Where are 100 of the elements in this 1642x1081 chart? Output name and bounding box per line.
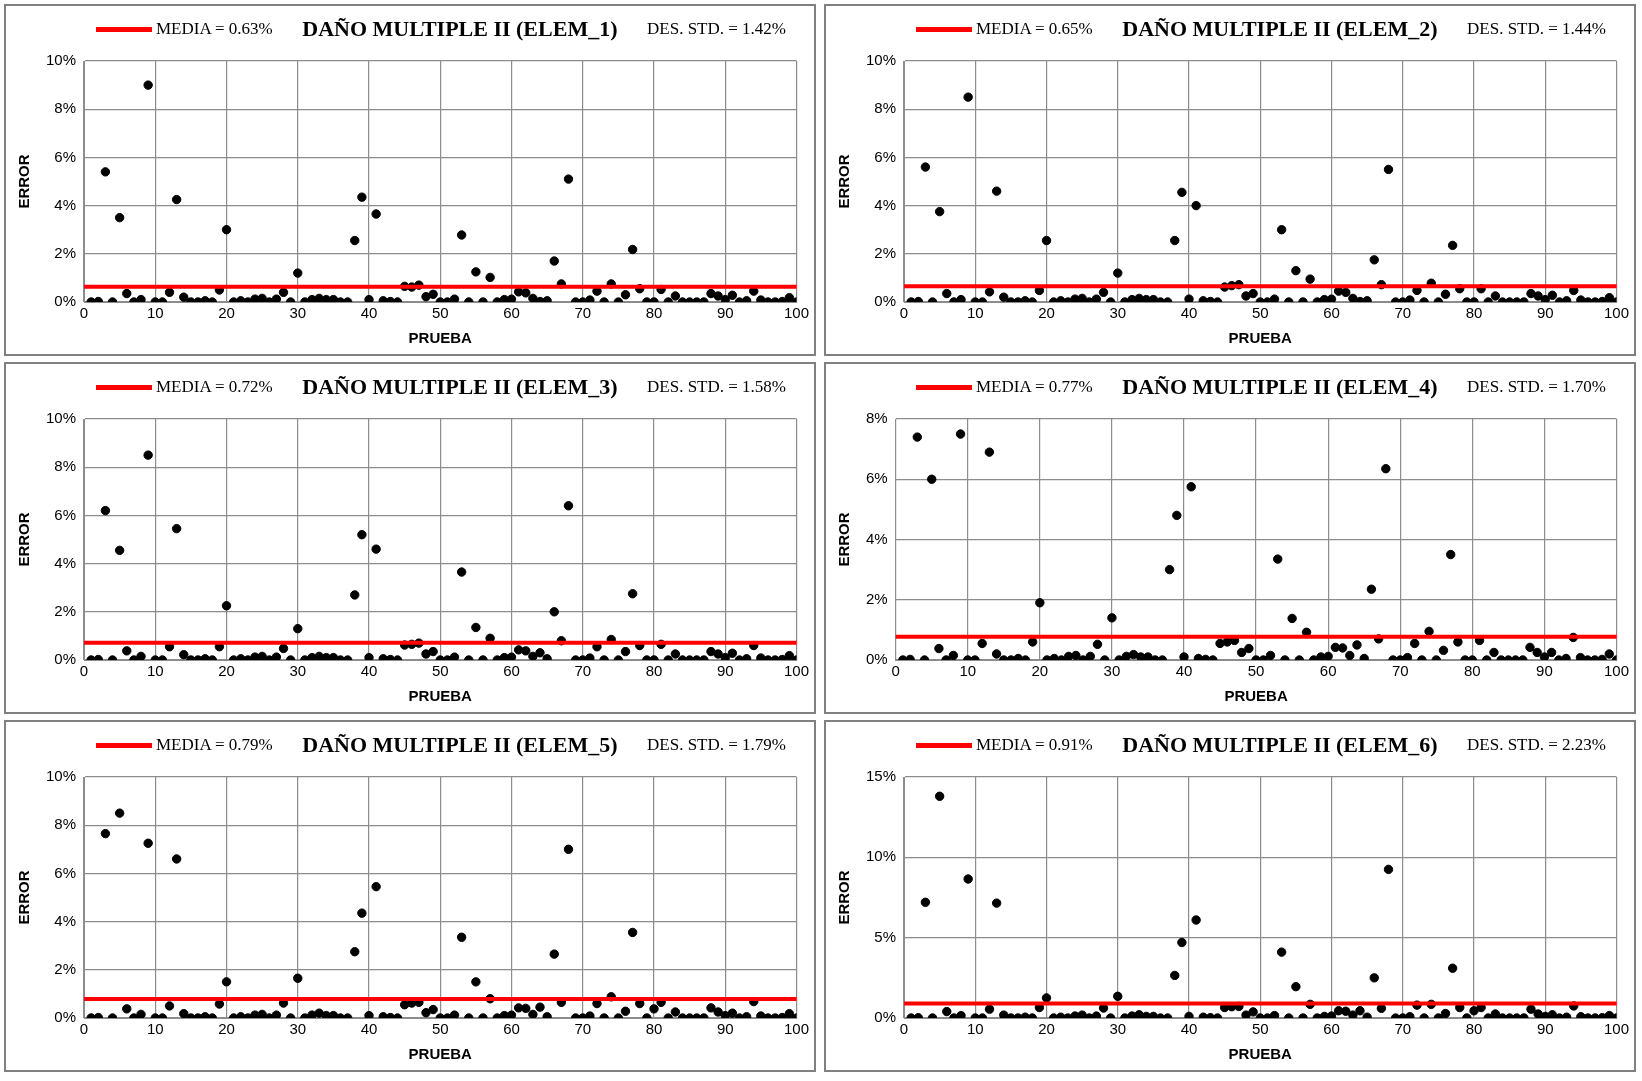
x-tick-label: 50 xyxy=(1251,304,1269,322)
x-tick-label: 60 xyxy=(1319,662,1337,680)
y-tick-label: 0% xyxy=(865,650,888,668)
x-tick-label: 70 xyxy=(1391,662,1409,680)
y-tick-label: 2% xyxy=(54,601,77,619)
x-axis-title: PRUEBA xyxy=(1228,329,1293,347)
x-tick-label: 50 xyxy=(431,304,449,322)
x-tick-label: 40 xyxy=(1180,304,1198,322)
x-tick-label: 60 xyxy=(503,304,520,322)
y-tick-label: 8% xyxy=(874,99,897,117)
x-tick-label: 90 xyxy=(716,662,734,680)
x-tick-label: 100 xyxy=(1603,1020,1629,1038)
chart-title: DAÑO MULTIPLE II (ELEM_5) xyxy=(302,732,618,758)
text: DES. STD. = 1.42% xyxy=(647,19,786,39)
y-axis-title: ERROR xyxy=(835,512,853,567)
y-tick-label: 8% xyxy=(54,815,77,833)
y-axis-title: ERROR xyxy=(15,870,33,925)
x-tick-label: 10 xyxy=(966,1020,984,1038)
legend-label: MEDIA = 0.77% xyxy=(976,377,1093,397)
chart-title: DAÑO MULTIPLE II (ELEM_2) xyxy=(1122,16,1438,42)
x-tick-label: 60 xyxy=(1323,304,1340,322)
legend-label: MEDIA = 0.91% xyxy=(976,735,1093,755)
y-tick-label: 0% xyxy=(54,292,77,310)
x-tick-label: 0 xyxy=(79,1020,89,1038)
x-tick-label: 30 xyxy=(1103,662,1121,680)
x-tick-label: 100 xyxy=(1603,304,1629,322)
x-axis-title: PRUEBA xyxy=(408,329,473,347)
x-tick-label: 0 xyxy=(891,662,900,680)
y-tick-label: 2% xyxy=(54,243,77,261)
x-tick-label: 0 xyxy=(79,662,89,680)
x-tick-label: 10 xyxy=(146,304,164,322)
x-tick-label: 70 xyxy=(574,662,592,680)
legend-label: MEDIA = 0.65% xyxy=(976,19,1093,39)
y-tick-label: 6% xyxy=(865,469,888,487)
x-tick-label: 90 xyxy=(1536,304,1554,322)
x-tick-label: 80 xyxy=(1465,304,1483,322)
x-tick-label: 40 xyxy=(1175,662,1193,680)
x-tick-label: 40 xyxy=(360,662,378,680)
x-tick-label: 40 xyxy=(1180,1020,1198,1038)
x-tick-label: 70 xyxy=(1394,304,1412,322)
x-axis-title: PRUEBA xyxy=(1228,1045,1293,1063)
y-tick-label: 6% xyxy=(54,863,77,881)
x-tick-label: 20 xyxy=(218,662,235,680)
legend-label: MEDIA = 0.72% xyxy=(156,377,273,397)
y-tick-label: 8% xyxy=(54,99,77,117)
x-tick-label: 80 xyxy=(645,304,663,322)
x-tick-label: 30 xyxy=(289,1020,307,1038)
x-tick-label: 10 xyxy=(146,1020,164,1038)
x-tick-label: 90 xyxy=(716,304,734,322)
x-tick-label: 100 xyxy=(783,662,809,680)
x-tick-label: 20 xyxy=(1038,304,1055,322)
y-tick-label: 15% xyxy=(865,767,897,785)
y-tick-label: 10% xyxy=(45,409,77,427)
y-tick-label: 10% xyxy=(865,847,897,865)
x-tick-label: 60 xyxy=(503,1020,520,1038)
text: DES. STD. = 1.58% xyxy=(647,377,786,397)
x-tick-label: 20 xyxy=(218,1020,235,1038)
x-tick-label: 40 xyxy=(360,304,378,322)
text: DES. STD. = 2.23% xyxy=(1467,735,1606,755)
y-tick-label: 6% xyxy=(54,147,77,165)
x-tick-label: 60 xyxy=(503,662,520,680)
x-tick-label: 30 xyxy=(1109,304,1127,322)
x-tick-label: 20 xyxy=(1038,1020,1055,1038)
x-tick-label: 100 xyxy=(783,304,809,322)
y-tick-label: 0% xyxy=(874,1008,897,1026)
x-tick-label: 80 xyxy=(1465,1020,1483,1038)
chart-title: DAÑO MULTIPLE II (ELEM_6) xyxy=(1122,732,1438,758)
y-tick-label: 0% xyxy=(54,1008,77,1026)
x-tick-label: 30 xyxy=(1109,1020,1127,1038)
x-tick-label: 80 xyxy=(645,1020,663,1038)
x-tick-label: 0 xyxy=(79,304,89,322)
y-tick-label: 8% xyxy=(865,409,888,427)
x-tick-label: 60 xyxy=(1323,1020,1340,1038)
x-tick-label: 50 xyxy=(1247,662,1265,680)
y-tick-label: 4% xyxy=(54,911,77,929)
y-tick-label: 4% xyxy=(874,195,897,213)
x-tick-label: 90 xyxy=(1536,662,1553,680)
x-tick-label: 100 xyxy=(1603,662,1629,680)
x-tick-label: 30 xyxy=(289,304,307,322)
y-tick-label: 2% xyxy=(865,589,888,607)
y-tick-label: 4% xyxy=(865,529,888,547)
chart-title: DAÑO MULTIPLE II (ELEM_4) xyxy=(1122,374,1438,400)
y-axis-title: ERROR xyxy=(15,512,33,567)
x-tick-label: 80 xyxy=(1463,662,1481,680)
x-tick-label: 20 xyxy=(1031,662,1049,680)
y-tick-label: 2% xyxy=(54,959,77,977)
x-tick-label: 80 xyxy=(645,662,663,680)
y-axis-title: ERROR xyxy=(835,870,853,925)
chart-title: DAÑO MULTIPLE II (ELEM_3) xyxy=(302,374,618,400)
legend-label: MEDIA = 0.63% xyxy=(156,19,273,39)
text: DES. STD. = 1.79% xyxy=(647,735,786,755)
x-tick-label: 0 xyxy=(899,304,909,322)
x-tick-label: 10 xyxy=(966,304,984,322)
x-tick-label: 50 xyxy=(1251,1020,1269,1038)
x-tick-label: 10 xyxy=(146,662,164,680)
x-axis-title: PRUEBA xyxy=(408,1045,473,1063)
y-tick-label: 0% xyxy=(54,650,77,668)
y-tick-label: 4% xyxy=(54,195,77,213)
y-tick-label: 10% xyxy=(45,767,77,785)
chart-title: DAÑO MULTIPLE II (ELEM_1) xyxy=(302,16,618,42)
